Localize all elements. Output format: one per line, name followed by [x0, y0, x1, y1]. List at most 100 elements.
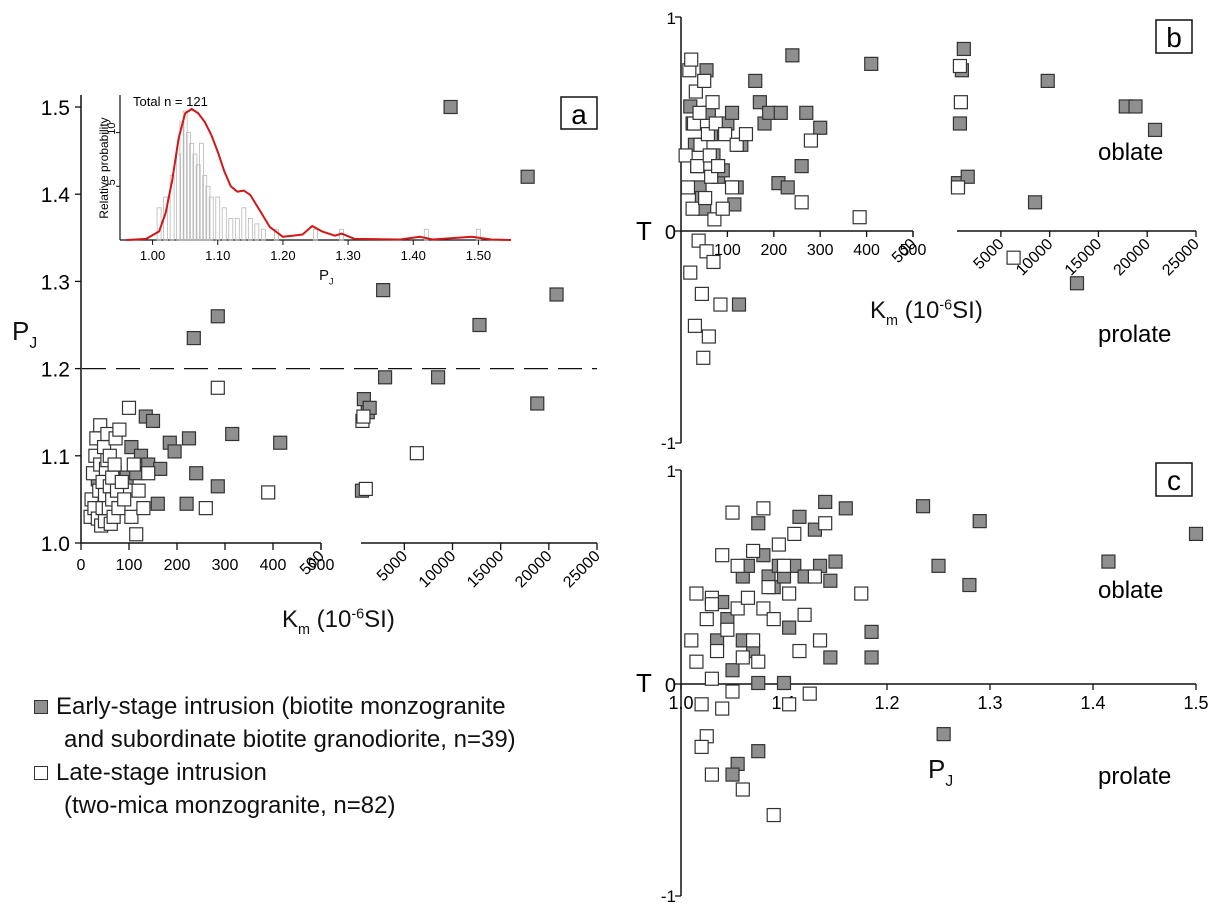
- panel-b-late-point-9: [690, 159, 705, 174]
- panel-a-ytick-label-3: 1.3: [41, 271, 70, 294]
- legend-label-early-2: and subordinate biotite granodiorite, n=…: [64, 726, 516, 753]
- panel-b-late-point-22: [705, 95, 720, 110]
- legend-entry-early: Early-stage intrusion (biotite monzogran…: [34, 690, 516, 723]
- panel-c-annotation-prolate: prolate: [1098, 763, 1171, 790]
- panel-c-early-point-35: [751, 675, 766, 691]
- panel-b-late-point-16: [698, 190, 713, 206]
- inset-histogram-bar-6: [186, 132, 191, 241]
- panel-b-annotation-oblate: oblate: [1098, 139, 1163, 166]
- panel-b-early-point-38: [1069, 276, 1085, 291]
- panel-b-late-point-36: [950, 180, 966, 195]
- panel-b-early-point-19: [748, 73, 763, 89]
- legend-marker-early: [34, 700, 48, 714]
- panel-b-late-point-0: [678, 148, 693, 163]
- inset-histogram-bar-19: [247, 218, 253, 241]
- panel-a-early-point-16: [153, 461, 168, 476]
- panel-c-early-point-33: [751, 744, 766, 759]
- panel-c-late-point-6: [704, 671, 720, 686]
- panel-c-early-point-24: [864, 624, 879, 639]
- panel-a-late-point-33: [121, 400, 137, 415]
- panel-c-late-point-41: [704, 597, 720, 612]
- panel-a-xtick-label-l-1: 100: [116, 557, 143, 574]
- inset-xtick-label-4: 1.40: [401, 248, 426, 263]
- panel-a-early-point-18: [167, 444, 182, 459]
- panel-a-late-point-35: [126, 457, 141, 472]
- panel-b-ytick-label-0: 1: [667, 9, 676, 28]
- panel-a-xtick-label-r-5: 25000: [560, 548, 604, 592]
- panel-b-late-point-25: [708, 116, 723, 131]
- inset-histogram-bar-18: [241, 207, 247, 241]
- panel-c-late-point-7: [709, 643, 725, 659]
- panel-b-early-point-24: [773, 105, 788, 120]
- panel-a-ytick-label-4: 1.4: [41, 184, 71, 207]
- panel-c-late-point-9: [715, 701, 730, 716]
- panel-c-late-point-35: [812, 633, 828, 648]
- panel-c-late-point-17: [740, 590, 756, 605]
- panel-c-late-point-1: [689, 654, 704, 669]
- panel-b-xtick-label-l-4: 500: [900, 242, 927, 259]
- panel-c-xtick-label-0: 1.0: [668, 693, 693, 713]
- panel-c-early-point-14: [782, 620, 797, 635]
- panel-b-xtick-label-l-2: 300: [807, 242, 834, 259]
- panel-a-early-point-37: [530, 396, 545, 411]
- panel-b-annotation-prolate: prolate: [1098, 321, 1171, 348]
- panel-b-late-point-27: [713, 297, 728, 312]
- panel-a-early-point-14: [145, 413, 161, 429]
- panel-a-late-point-34: [124, 509, 139, 524]
- inset-histogram-bar-13: [208, 196, 214, 241]
- panel-a-xtick-label-l-3: 300: [212, 557, 239, 574]
- panel-b-xtick-label-l-0: 100: [714, 242, 741, 259]
- inset-histogram-bar-3: [176, 153, 182, 241]
- inset-histogram-bar-11: [202, 175, 208, 241]
- panel-c-late-point-23: [761, 580, 776, 595]
- panel-c-late-point-22: [756, 501, 771, 516]
- panel-c-late-point-27: [776, 558, 792, 573]
- panel-b-late-point-31: [729, 137, 744, 152]
- inset-histogram-bar-9: [195, 164, 201, 241]
- inset-histogram-bar-5: [182, 110, 188, 241]
- panel-c-early-point-31: [1101, 554, 1116, 569]
- inset-histogram-bar-25: [423, 228, 429, 241]
- legend-label-early-1: Early-stage intrusion (biotite monzogran…: [56, 693, 506, 720]
- panel-c-ytick-label-2: -1: [661, 887, 676, 906]
- panel-c-ytick-label-1: 0: [665, 675, 676, 697]
- panel-c-letter-box: [1155, 462, 1193, 497]
- panel-c-early-point-30: [972, 514, 987, 529]
- panel-a-late-point-44: [356, 409, 371, 424]
- panel-c-late-point-0: [684, 633, 699, 648]
- inset-ytick-label-1: 10: [106, 122, 118, 134]
- panel-b-early-point-28: [799, 105, 814, 120]
- panel-c-late-point-20: [751, 654, 766, 669]
- panel-c-late-point-24: [766, 611, 781, 627]
- inset-kde-line: [126, 107, 512, 241]
- panel-c-late-point-31: [792, 643, 807, 659]
- panel-b-early-point-29: [813, 120, 828, 135]
- panel-a-xtick-label-r-3: 15000: [464, 548, 508, 592]
- panel-b-late-point-1: [680, 180, 696, 195]
- panel-b-late-point-8: [688, 84, 703, 99]
- panel-a-early-point-21: [186, 330, 201, 346]
- panel-c-ylabel: T: [636, 668, 652, 698]
- panel-c-early-point-38: [725, 767, 740, 782]
- panel-b-early-point-32: [952, 116, 968, 131]
- panel-b-late-point-33: [794, 195, 809, 210]
- panel-c-late-point-39: [694, 739, 709, 755]
- panel-a-letter: a: [571, 99, 587, 130]
- panel-a-late-point-30: [112, 422, 127, 437]
- panel-b-ylabel: T: [636, 216, 652, 246]
- legend-entry-late: Late-stage intrusion: [34, 756, 516, 789]
- panel-b-late-point-13: [694, 286, 709, 301]
- panel-a-late-point-38: [136, 501, 151, 516]
- panel-a-early-point-15: [150, 496, 165, 511]
- panel-a-early-point-26: [273, 435, 288, 450]
- panel-b-early-point-27: [794, 159, 809, 174]
- panel-b-late-point-30: [724, 180, 740, 195]
- panel-a-late-point-46: [409, 446, 424, 461]
- panel-b-early-point-17: [731, 297, 747, 312]
- panel-a-early-point-34: [443, 99, 458, 115]
- panel-c-early-point-21: [823, 573, 838, 588]
- panel-c-early-point-32: [1188, 526, 1204, 542]
- panel-b-late-point-3: [683, 265, 698, 280]
- panel-c-xlabel: PJ: [928, 754, 953, 790]
- panel-a-early-point-25: [225, 426, 240, 442]
